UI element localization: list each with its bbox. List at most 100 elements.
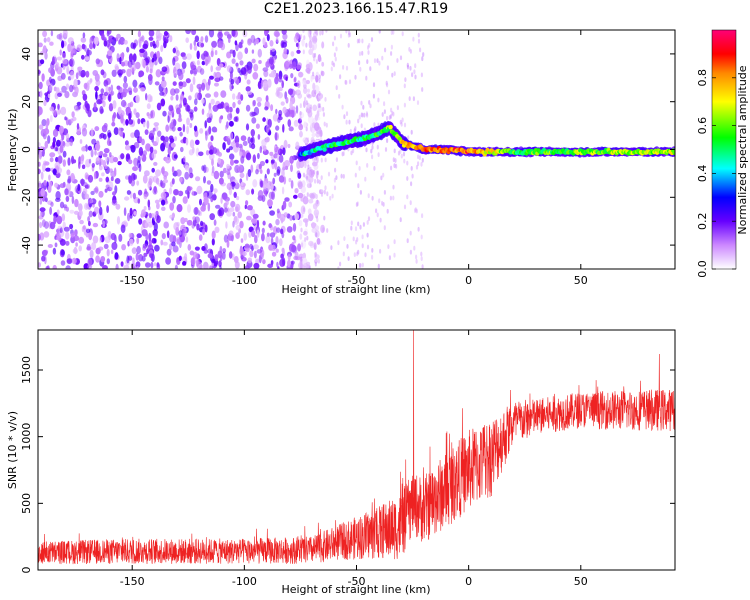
spectrogram-noise-cell	[98, 134, 103, 139]
spectrogram-noise-cell	[275, 125, 280, 131]
spectrogram-noise-cell	[417, 38, 421, 44]
spectrogram-noise-cell	[138, 39, 142, 48]
spectrogram-noise-cell	[289, 215, 293, 221]
spectrogram-noise-cell	[63, 204, 68, 209]
spectrogram-noise-cell	[366, 112, 369, 118]
spectrogram-noise-cell	[260, 181, 264, 188]
spectrogram-noise-cell	[315, 170, 319, 179]
spectrogram-noise-cell	[267, 199, 273, 207]
spectrogram-noise-cell	[316, 199, 319, 205]
spectrogram-noise-cell	[316, 237, 321, 245]
spectrogram-noise-cell	[305, 67, 311, 73]
spectrogram-noise-cell	[230, 200, 236, 208]
spectrogram-noise-cell	[66, 65, 70, 74]
spectrogram-noise-cell	[261, 233, 265, 242]
spectrogram-noise-cell	[305, 79, 310, 85]
spectrogram-x-tick-label: -150	[120, 274, 145, 287]
spectrogram-noise-cell	[224, 31, 230, 36]
spectrogram-noise-cell	[64, 188, 69, 196]
spectrogram-noise-cell	[303, 194, 306, 199]
spectrogram-noise-cell	[62, 141, 66, 148]
spectrogram-noise-cell	[316, 217, 319, 223]
spectrogram-noise-cell	[284, 165, 289, 170]
spectrogram-noise-cell	[290, 180, 294, 189]
spectrogram-noise-cell	[302, 30, 305, 33]
spectrogram-noise-cell	[261, 227, 265, 234]
spectrogram-noise-cell	[337, 240, 340, 246]
spectrogram-noise-cell	[144, 222, 149, 228]
spectrogram-noise-cell	[126, 46, 130, 53]
spectrogram-noise-cell	[120, 99, 127, 108]
spectrogram-noise-cell	[111, 69, 117, 78]
spectrogram-noise-cell	[272, 177, 276, 185]
spectrogram-noise-cell	[278, 238, 283, 247]
spectrogram-noise-cell	[299, 116, 302, 121]
spectrogram-noise-cell	[378, 30, 381, 34]
spectrogram-noise-cell	[381, 55, 384, 61]
spectrogram-noise-cell	[161, 76, 165, 82]
spectrogram-noise-cell	[90, 127, 94, 137]
spectrogram-noise-cell	[244, 265, 250, 269]
spectrogram-noise-cell	[200, 36, 204, 42]
spectrogram-noise-cell	[363, 112, 366, 118]
spectrogram-noise-cell	[100, 256, 106, 263]
spectrogram-noise-cell	[65, 83, 70, 90]
spectrogram-noise-cell	[135, 112, 140, 119]
spectrogram-noise-cell	[171, 178, 175, 185]
spectrogram-noise-cell	[356, 251, 359, 257]
spectrogram-noise-cell	[371, 195, 374, 201]
spectrogram-noise-cell	[55, 197, 61, 202]
spectrogram-noise-cell	[172, 57, 176, 66]
spectrogram-noise-cell	[214, 82, 219, 87]
spectrogram-noise-cell	[315, 232, 318, 238]
spectrogram-noise-cell	[157, 33, 163, 38]
spectrogram-noise-cell	[125, 106, 131, 114]
spectrogram-noise-cell	[267, 263, 273, 268]
spectrogram-noise-cell	[291, 61, 297, 70]
spectrogram-marks	[38, 30, 675, 269]
spectrogram-noise-cell	[111, 121, 116, 127]
spectrogram-noise-cell	[331, 193, 334, 199]
spectrogram-noise-cell	[392, 157, 395, 163]
spectrogram-noise-cell	[368, 100, 371, 105]
spectrogram-noise-cell	[104, 188, 108, 193]
spectrogram-noise-cell	[320, 70, 325, 77]
spectrogram-noise-cell	[152, 127, 156, 132]
spectrogram-noise-cell	[284, 160, 290, 168]
spectrogram-noise-cell	[230, 78, 235, 85]
spectrogram-noise-cell	[247, 38, 252, 46]
spectrogram-noise-cell	[278, 76, 283, 83]
spectrogram-noise-cell	[154, 244, 160, 252]
spectrogram-noise-cell	[151, 152, 156, 159]
spectrogram-noise-cell	[43, 231, 50, 238]
spectrogram-noise-cell	[94, 126, 100, 132]
spectrogram-noise-cell	[161, 233, 166, 240]
spectrogram-noise-cell	[370, 37, 374, 42]
spectrogram-noise-cell	[123, 265, 130, 269]
spectrogram-noise-cell	[201, 246, 206, 251]
spectrogram-noise-cell	[356, 38, 359, 44]
spectrogram-noise-cell	[110, 233, 116, 241]
spectrogram-noise-cell	[308, 176, 314, 183]
spectrogram-noise-cell	[409, 249, 412, 255]
spectrogram-noise-cell	[127, 212, 131, 222]
spectrogram-noise-cell	[417, 226, 420, 232]
spectrogram-noise-cell	[342, 151, 345, 157]
spectrogram-noise-cell	[154, 199, 160, 204]
spectrogram-x-tick-label: 0	[465, 274, 472, 287]
spectrogram-noise-cell	[196, 185, 203, 195]
spectrogram-noise-cell	[143, 193, 148, 200]
spectrogram-noise-cell	[231, 30, 236, 37]
spectrogram-noise-cell	[45, 167, 51, 172]
spectrogram-noise-cell	[174, 88, 180, 94]
spectrogram-noise-cell	[93, 102, 97, 111]
spectrogram-noise-cell	[132, 166, 138, 172]
spectrogram-noise-cell	[192, 146, 195, 154]
spectrogram-noise-cell	[95, 91, 98, 100]
spectrogram-noise-cell	[310, 75, 313, 82]
spectrogram-noise-cell	[208, 30, 215, 38]
spectrogram-noise-cell	[193, 207, 199, 215]
spectrogram-noise-cell	[160, 192, 167, 199]
spectrogram-noise-cell	[323, 189, 326, 195]
spectrogram-noise-cell	[252, 99, 256, 107]
